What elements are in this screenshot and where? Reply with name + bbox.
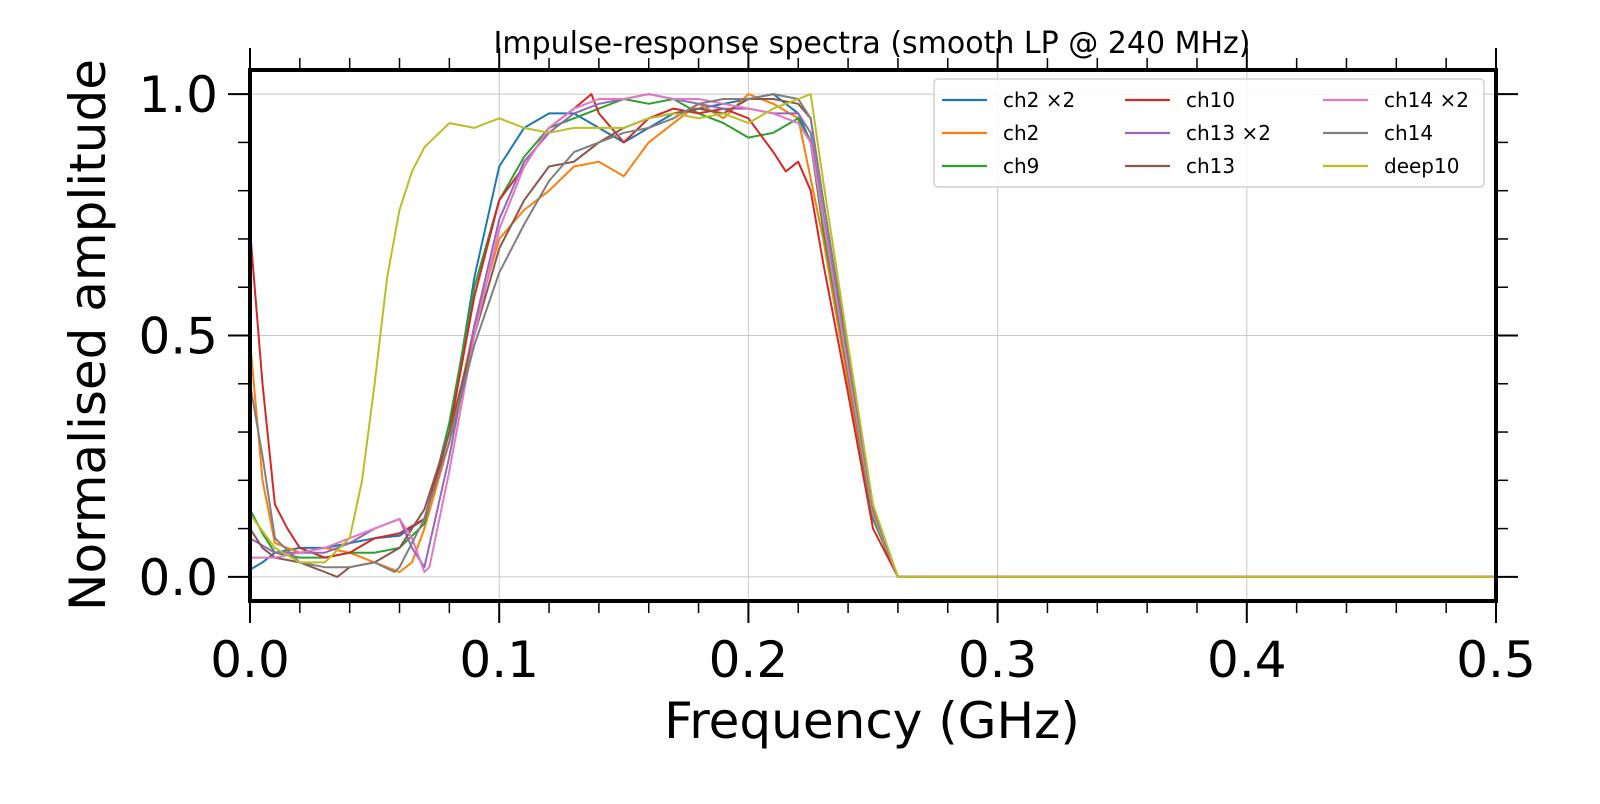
- legend: ch2 ×2 ch2 ch9 ch10 ch13 ×2 ch13 ch14 ×2 ch14 de…: [933, 78, 1485, 188]
- legend-label-7: ch14: [1384, 121, 1433, 145]
- series-lines: [249, 93, 1496, 578]
- x-tick-label-5: 0.5: [1456, 631, 1536, 689]
- series-line-8: [249, 93, 1496, 578]
- x-tick-label-1: 0.1: [459, 631, 539, 689]
- legend-label-6: ch14 ×2: [1384, 88, 1469, 112]
- legend-label-3: ch10: [1186, 88, 1235, 112]
- legend-label-8: deep10: [1384, 154, 1459, 178]
- x-tick-label-3: 0.3: [958, 631, 1038, 689]
- legend-label-5: ch13: [1186, 154, 1235, 178]
- chart-title: Impulse-response spectra (smooth LP @ 24…: [494, 26, 1251, 61]
- y-axis-label: Normalised amplitude: [59, 59, 117, 611]
- x-tick-label-4: 0.4: [1207, 631, 1287, 689]
- legend-label-4: ch13 ×2: [1186, 121, 1271, 145]
- legend-label-0: ch2 ×2: [1003, 88, 1075, 112]
- x-tick-label-0: 0.0: [210, 631, 290, 689]
- x-axis-label: Frequency (GHz): [664, 692, 1080, 750]
- y-tick-label-1: 0.5: [138, 308, 218, 366]
- y-tick-label-0: 0.0: [138, 549, 218, 607]
- x-tick-label-2: 0.2: [709, 631, 789, 689]
- series-line-3: [249, 93, 1496, 578]
- series-line-1: [249, 93, 1496, 578]
- axis-ticks: 0.0 0.1 0.2 0.3 0.4 0.5 0.0 0.5 1.0: [138, 48, 1536, 689]
- legend-label-1: ch2: [1003, 121, 1039, 145]
- legend-label-2: ch9: [1003, 154, 1039, 178]
- series-line-6: [250, 93, 1496, 578]
- legend-box: [933, 78, 1485, 188]
- y-tick-label-2: 1.0: [138, 66, 218, 124]
- series-line-7: [249, 93, 1496, 578]
